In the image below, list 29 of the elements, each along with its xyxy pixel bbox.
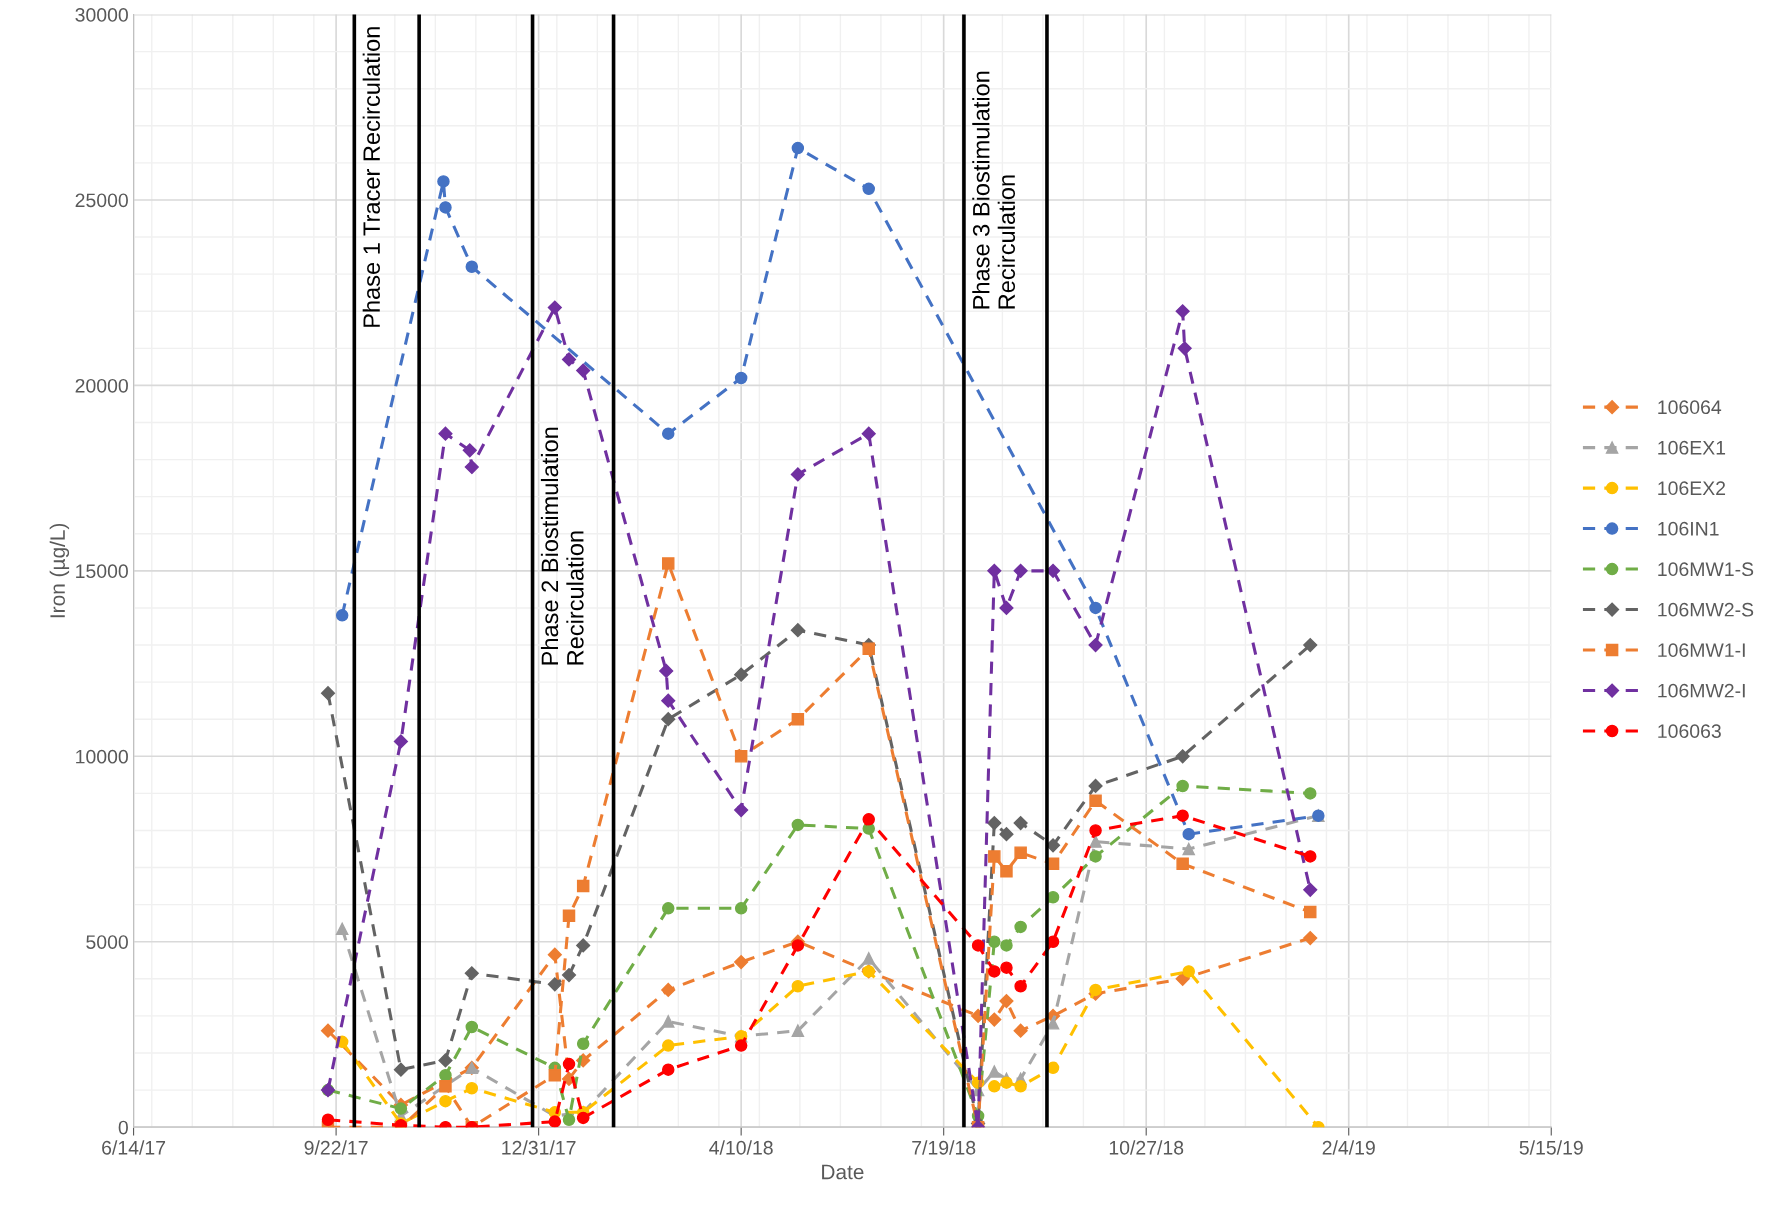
- legend-label: 106064: [1658, 400, 1722, 415]
- x-tick-label: 9/22/17: [304, 1140, 368, 1155]
- y-tick-label: 30000: [75, 8, 128, 22]
- legend-label: 106IN1: [1658, 521, 1719, 536]
- legend-label: 106MW1-S: [1658, 562, 1754, 577]
- y-axis-title: Iron (µg/L): [49, 523, 70, 618]
- y-tick-label: 10000: [76, 749, 128, 764]
- x-tick-label: 12/31/17: [502, 1140, 576, 1155]
- legend-label: 106MW1-I: [1658, 643, 1745, 658]
- x-tick-label: 2/4/19: [1322, 1140, 1375, 1155]
- y-tick-label: 25000: [75, 193, 128, 208]
- y-tick-label: 5000: [86, 935, 128, 949]
- legend-label: 106EX1: [1658, 440, 1726, 455]
- legend-label: 106063: [1658, 724, 1721, 739]
- ref-line-label: Phase 3 Biostimulation Recirculation: [972, 71, 1016, 309]
- ref-line-label: Phase 1 Tracer Recirculation: [362, 27, 380, 327]
- x-axis-title: Date: [822, 1164, 864, 1180]
- legend-label: 106EX2: [1658, 481, 1726, 496]
- y-tick-label: 0: [118, 1120, 128, 1135]
- x-tick-label: 10/27/18: [1109, 1140, 1184, 1155]
- legend-label: 106MW2-S: [1658, 602, 1754, 617]
- x-tick-label: 6/14/17: [102, 1140, 166, 1155]
- x-tick-label: 5/15/19: [1519, 1140, 1583, 1155]
- x-tick-label: 7/19/18: [912, 1140, 976, 1155]
- y-tick-label: 20000: [75, 378, 128, 393]
- x-tick-label: 4/10/18: [709, 1140, 773, 1155]
- y-tick-label: 15000: [76, 564, 128, 579]
- legend-label: 106MW2-I: [1658, 683, 1745, 698]
- ref-line-label: Phase 2 Biostimulation Recirculation: [540, 427, 584, 665]
